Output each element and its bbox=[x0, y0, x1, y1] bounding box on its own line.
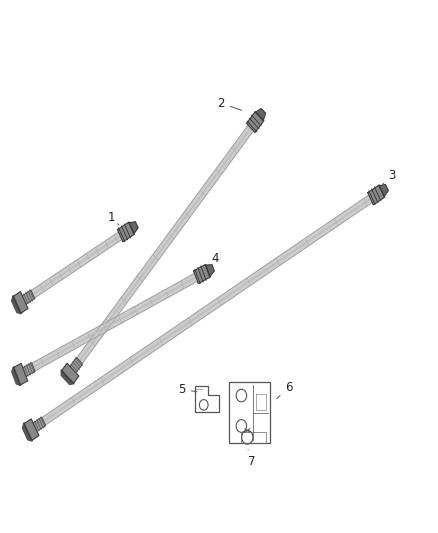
Polygon shape bbox=[379, 184, 388, 197]
Polygon shape bbox=[11, 295, 21, 314]
Polygon shape bbox=[66, 115, 261, 378]
Polygon shape bbox=[28, 189, 382, 434]
Text: 3: 3 bbox=[383, 169, 396, 184]
Text: 7: 7 bbox=[248, 449, 255, 468]
Polygon shape bbox=[368, 185, 385, 205]
Polygon shape bbox=[18, 268, 207, 379]
Polygon shape bbox=[22, 423, 32, 441]
Polygon shape bbox=[33, 417, 46, 431]
Text: 2: 2 bbox=[217, 96, 242, 110]
Polygon shape bbox=[205, 265, 214, 277]
Polygon shape bbox=[14, 364, 28, 385]
Polygon shape bbox=[12, 367, 21, 386]
Polygon shape bbox=[17, 225, 131, 308]
Polygon shape bbox=[13, 292, 28, 313]
Polygon shape bbox=[22, 290, 35, 304]
Polygon shape bbox=[247, 111, 264, 133]
Polygon shape bbox=[70, 358, 82, 373]
Polygon shape bbox=[23, 363, 35, 376]
Text: 4: 4 bbox=[205, 252, 219, 265]
Polygon shape bbox=[61, 370, 74, 384]
Text: 1: 1 bbox=[107, 211, 119, 225]
Text: 6: 6 bbox=[277, 381, 293, 399]
Polygon shape bbox=[24, 419, 39, 440]
Polygon shape bbox=[194, 264, 210, 284]
Polygon shape bbox=[129, 222, 138, 234]
Polygon shape bbox=[255, 109, 265, 120]
Text: 5: 5 bbox=[178, 383, 197, 396]
Polygon shape bbox=[62, 364, 79, 384]
Polygon shape bbox=[117, 222, 134, 242]
